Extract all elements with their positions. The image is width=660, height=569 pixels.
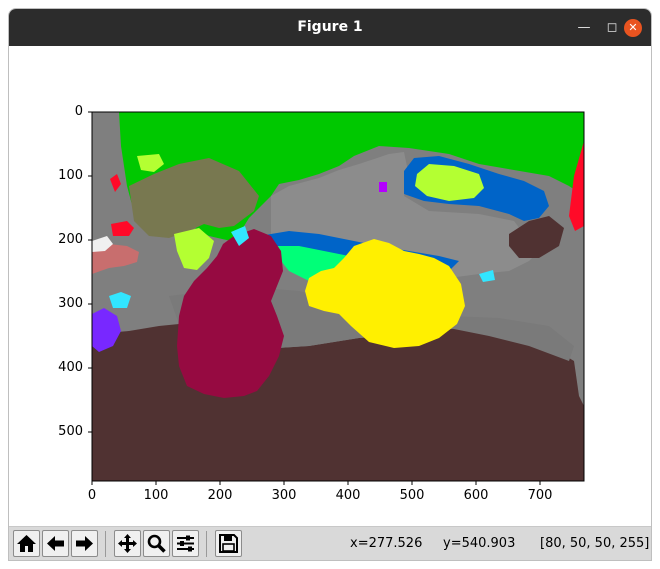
x-tick-label: 0 [87,488,97,503]
figure-window: Figure 1 — ◻ ✕ [8,8,652,561]
home-button[interactable] [13,530,40,557]
save-icon [219,534,238,553]
dark-brown-region [509,216,564,258]
axes-frame [91,111,585,482]
toolbar-separator [105,531,106,557]
zoom-icon [147,534,166,553]
dog-region [177,229,284,398]
x-tick-marks [91,481,541,485]
y-tick-label: 100 [58,168,83,183]
title-bar[interactable]: Figure 1 — ◻ ✕ [9,9,651,46]
cursor-x-readout: x=277.526 [350,536,423,551]
minimize-button[interactable]: — [577,20,591,35]
back-button[interactable] [42,530,69,557]
toolbar-separator [206,531,207,557]
save-button[interactable] [215,530,242,557]
y-tick-label: 200 [58,232,83,247]
x-tick-label: 100 [143,488,169,503]
x-tick-label: 200 [207,488,233,503]
red-region-left [111,221,134,236]
lime-region-top [415,164,484,201]
forward-icon [76,536,93,551]
pixel-value-readout: [80, 50, 50, 255] [540,536,650,551]
pink-brown-region [92,244,139,274]
configure-subplots-button[interactable] [172,530,199,557]
y-tick-marks [88,111,92,433]
pan-button[interactable] [114,530,141,557]
window-title: Figure 1 [297,19,363,35]
cyan-region-left [109,292,131,308]
x-tick-label: 300 [271,488,297,503]
forward-button[interactable] [71,530,98,557]
purple-region [92,308,121,352]
cyan-region-mid [231,226,249,246]
zoom-button[interactable] [143,530,170,557]
y-tick-label: 300 [58,296,83,311]
close-button[interactable]: ✕ [624,19,642,37]
x-tick-label: 500 [399,488,425,503]
home-icon [17,535,36,552]
x-tick-label: 700 [527,488,553,503]
y-tick-label: 500 [58,424,83,439]
white-region [92,236,113,252]
pan-icon [118,534,137,553]
y-tick-label: 400 [58,360,83,375]
olive-region [129,158,259,238]
configure-icon [177,535,194,552]
segmentation-plot[interactable] [9,46,651,526]
figure-canvas[interactable]: 0 100 200 300 400 500 0 100 200 300 400 … [9,46,651,526]
y-tick-label: 0 [74,104,83,119]
back-icon [47,536,64,551]
lime-region-mid [174,228,214,270]
segmentation-image [92,112,584,481]
red-region-left-2 [110,174,121,192]
x-tick-label: 400 [335,488,361,503]
lime-region-left [137,154,164,172]
maximize-button[interactable]: ◻ [606,20,618,35]
navigation-toolbar: x=277.526 y=540.903 [80, 50, 50, 255] [9,526,651,560]
x-tick-label: 600 [463,488,489,503]
magenta-region [379,182,387,192]
ground-region [92,324,584,481]
cursor-y-readout: y=540.903 [443,536,516,551]
red-region-right [569,141,584,231]
cyan-region-right [479,270,495,282]
yellow-region [305,239,465,348]
